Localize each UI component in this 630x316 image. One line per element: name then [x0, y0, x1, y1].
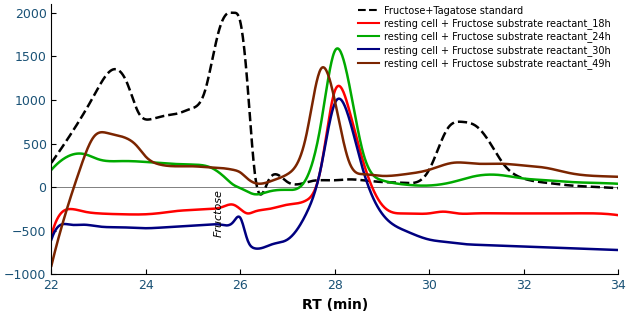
resting cell + Fructose substrate reactant_30h	[377, 210, 385, 214]
resting cell + Fructose substrate reactant_49h	[83, 150, 90, 154]
resting cell + Fructose substrate reactant_24h	[479, 173, 486, 177]
resting cell + Fructose substrate reactant_18h	[83, 210, 90, 214]
resting cell + Fructose substrate reactant_49h	[410, 171, 417, 175]
Line: resting cell + Fructose substrate reactant_30h: resting cell + Fructose substrate reacta…	[52, 99, 618, 250]
resting cell + Fructose substrate reactant_24h	[253, 192, 260, 196]
resting cell + Fructose substrate reactant_49h	[319, 65, 327, 69]
resting cell + Fructose substrate reactant_30h	[410, 232, 417, 236]
resting cell + Fructose substrate reactant_18h	[48, 233, 55, 237]
resting cell + Fructose substrate reactant_18h	[536, 211, 544, 215]
resting cell + Fructose substrate reactant_24h	[333, 46, 341, 50]
resting cell + Fructose substrate reactant_30h	[536, 245, 544, 249]
resting cell + Fructose substrate reactant_24h	[410, 183, 418, 187]
Fructose+Tagatose standard	[393, 181, 401, 185]
resting cell + Fructose substrate reactant_49h	[377, 174, 385, 178]
resting cell + Fructose substrate reactant_49h	[536, 165, 544, 169]
X-axis label: RT (min): RT (min)	[302, 298, 368, 312]
Line: resting cell + Fructose substrate reactant_24h: resting cell + Fructose substrate reacta…	[52, 48, 618, 194]
Fructose+Tagatose standard	[614, 186, 622, 190]
resting cell + Fructose substrate reactant_24h	[393, 182, 401, 185]
resting cell + Fructose substrate reactant_18h	[478, 211, 486, 215]
resting cell + Fructose substrate reactant_18h	[614, 213, 622, 217]
resting cell + Fructose substrate reactant_49h	[478, 162, 486, 166]
Fructose+Tagatose standard	[48, 161, 55, 165]
resting cell + Fructose substrate reactant_30h	[392, 224, 400, 228]
Fructose+Tagatose standard	[83, 107, 90, 111]
Fructose+Tagatose standard	[226, 11, 234, 15]
resting cell + Fructose substrate reactant_49h	[614, 175, 622, 179]
Fructose+Tagatose standard	[479, 131, 486, 134]
resting cell + Fructose substrate reactant_24h	[537, 178, 544, 182]
Fructose+Tagatose standard	[378, 180, 386, 184]
Fructose+Tagatose standard	[410, 181, 418, 185]
resting cell + Fructose substrate reactant_18h	[410, 212, 417, 216]
resting cell + Fructose substrate reactant_30h	[335, 97, 342, 100]
resting cell + Fructose substrate reactant_18h	[377, 202, 385, 206]
Text: Fructose: Fructose	[214, 189, 224, 237]
Fructose+Tagatose standard	[537, 180, 544, 184]
resting cell + Fructose substrate reactant_49h	[48, 264, 55, 268]
resting cell + Fructose substrate reactant_24h	[614, 182, 622, 185]
resting cell + Fructose substrate reactant_30h	[478, 243, 486, 247]
resting cell + Fructose substrate reactant_49h	[392, 173, 400, 177]
resting cell + Fructose substrate reactant_24h	[48, 168, 55, 172]
Legend: Fructose+Tagatose standard, resting cell + Fructose substrate reactant_18h, rest: Fructose+Tagatose standard, resting cell…	[356, 3, 613, 71]
Fructose+Tagatose standard	[257, 192, 265, 196]
Line: resting cell + Fructose substrate reactant_49h: resting cell + Fructose substrate reacta…	[52, 67, 618, 266]
resting cell + Fructose substrate reactant_24h	[83, 153, 90, 156]
resting cell + Fructose substrate reactant_18h	[392, 211, 400, 215]
resting cell + Fructose substrate reactant_18h	[335, 84, 342, 88]
resting cell + Fructose substrate reactant_24h	[378, 178, 386, 182]
resting cell + Fructose substrate reactant_30h	[614, 248, 622, 252]
resting cell + Fructose substrate reactant_30h	[48, 238, 55, 241]
Line: resting cell + Fructose substrate reactant_18h: resting cell + Fructose substrate reacta…	[52, 86, 618, 235]
Line: Fructose+Tagatose standard: Fructose+Tagatose standard	[52, 13, 618, 194]
resting cell + Fructose substrate reactant_30h	[83, 223, 90, 227]
